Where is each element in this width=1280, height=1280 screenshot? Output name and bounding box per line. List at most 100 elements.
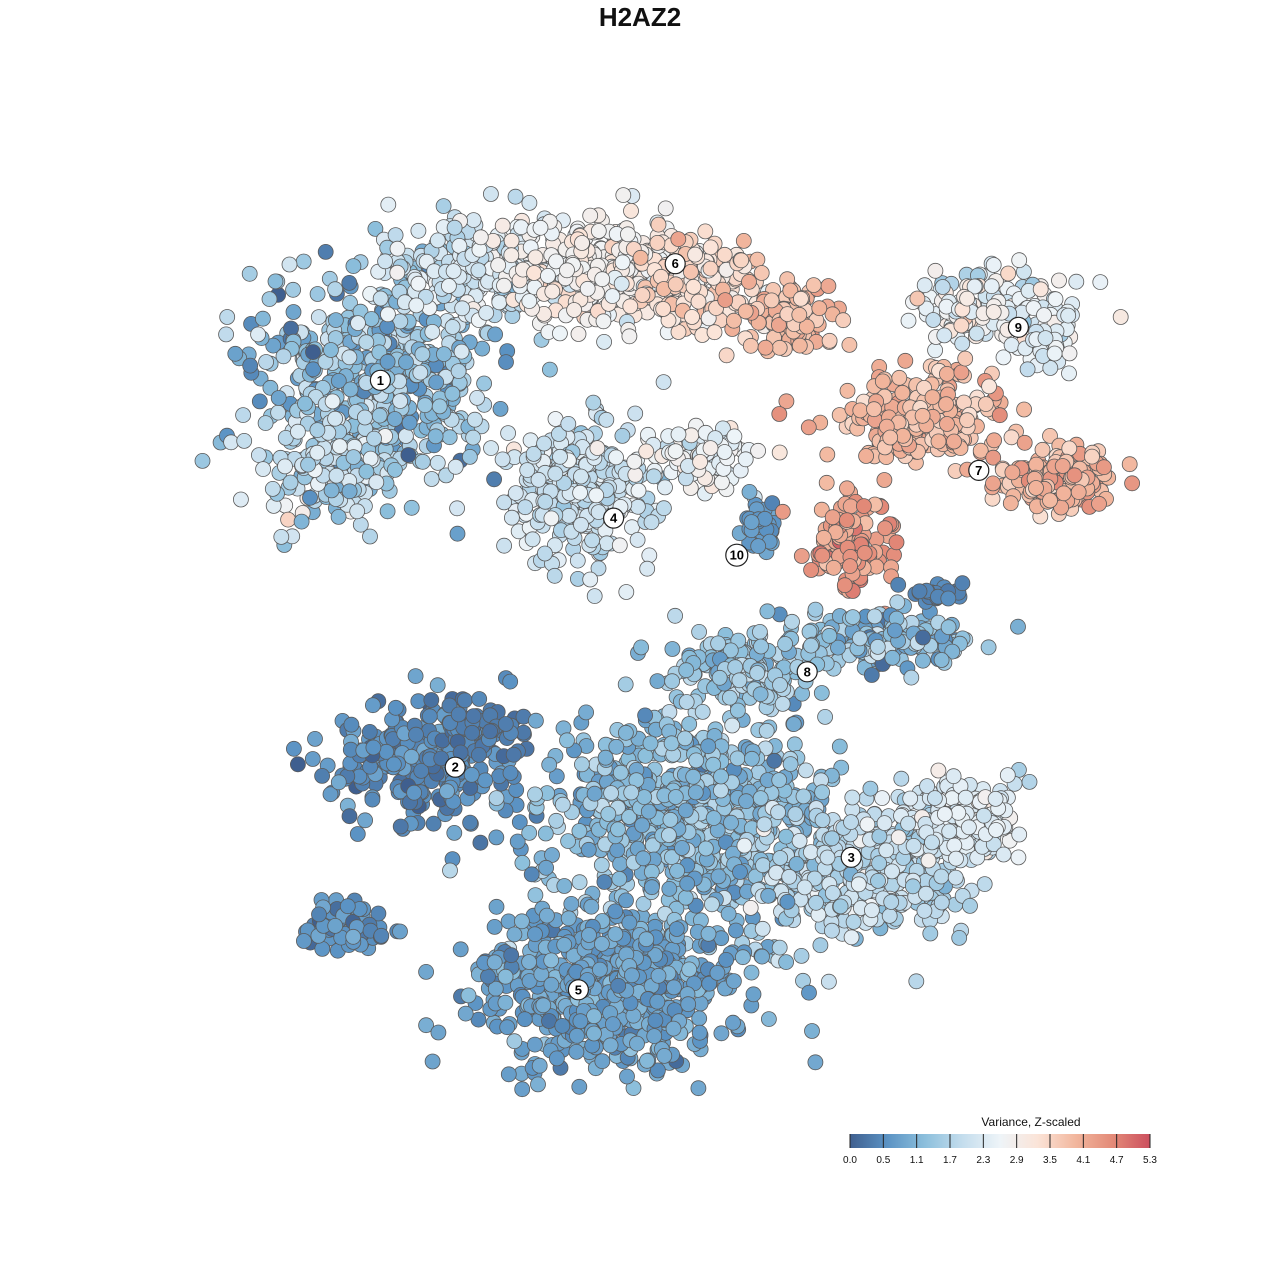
cell-point (820, 278, 837, 294)
cell-point (598, 535, 615, 552)
cell-point (909, 290, 926, 307)
cell-point (341, 274, 358, 291)
cell-point (771, 406, 788, 422)
cell-point (661, 827, 677, 843)
cell-point (824, 922, 840, 939)
cell-point (655, 301, 672, 317)
cell-point (597, 749, 614, 766)
cell-point (560, 833, 576, 849)
cell-point (527, 926, 543, 943)
cell-point (289, 423, 306, 440)
cell-point (738, 793, 754, 810)
cell-point (387, 699, 404, 716)
cell-point (277, 458, 293, 475)
cell-point (791, 337, 808, 354)
cell-point (914, 407, 931, 424)
cell-point (756, 816, 773, 833)
cell-point (697, 223, 714, 240)
cell-point (884, 649, 901, 666)
cell-point (850, 876, 867, 893)
cell-point (530, 471, 547, 488)
cell-point (522, 432, 539, 449)
cell-point (905, 838, 922, 854)
cell-point (866, 401, 882, 418)
cell-point (322, 342, 339, 358)
cell-point (392, 393, 409, 410)
cell-point (774, 503, 791, 520)
cell-point (726, 428, 743, 445)
cell-point (410, 275, 427, 292)
cell-point (1055, 485, 1072, 502)
cell-point (750, 538, 767, 554)
cell-point (590, 223, 607, 239)
cell-point (706, 324, 723, 341)
cell-point (713, 768, 729, 785)
cell-point (985, 257, 1002, 273)
cell-point (356, 409, 373, 426)
cell-point (1034, 441, 1051, 458)
cell-point (677, 730, 693, 747)
cell-point (920, 852, 937, 869)
cell-point (241, 265, 258, 282)
cell-point (844, 789, 861, 806)
cell-point (552, 448, 568, 465)
cell-point (897, 352, 914, 369)
cell-point (527, 249, 544, 266)
cell-point (503, 247, 520, 264)
cell-point (924, 389, 941, 406)
cell-point (911, 583, 928, 600)
cell-point (389, 240, 406, 257)
cell-point (285, 304, 302, 320)
cell-point (1124, 475, 1140, 492)
cell-point (934, 279, 951, 295)
cell-point (784, 613, 800, 630)
cell-point (623, 202, 639, 219)
cell-point (441, 429, 458, 446)
cell-point (513, 219, 529, 236)
cell-point (927, 342, 943, 359)
cell-point (685, 768, 702, 785)
cell-point (819, 849, 836, 866)
cell-point (933, 652, 950, 668)
cell-point (640, 803, 657, 820)
cell-point (328, 467, 345, 484)
cell-point (936, 327, 953, 344)
cell-point (814, 812, 831, 828)
cell-point (341, 483, 358, 500)
cell-point (282, 474, 299, 491)
cell-point (446, 825, 463, 841)
cell-point (314, 768, 331, 784)
cell-point (749, 251, 766, 268)
cell-point (559, 732, 575, 749)
cell-point (954, 575, 971, 592)
cell-point (585, 394, 602, 411)
cell-point (362, 528, 378, 545)
cell-point (1036, 307, 1052, 324)
cell-point (852, 630, 868, 647)
cell-point (948, 850, 964, 867)
cell-point (264, 480, 281, 497)
cell-point (930, 762, 947, 779)
cell-point (1084, 448, 1100, 465)
cell-point (803, 562, 819, 578)
cell-point (793, 948, 810, 964)
cell-point (753, 265, 770, 281)
cell-point (571, 874, 588, 891)
cell-point (1047, 291, 1064, 308)
cell-point (401, 414, 418, 431)
cell-point (798, 762, 814, 779)
cell-point (392, 818, 409, 835)
cell-point (423, 471, 440, 487)
cell-point (586, 588, 603, 604)
cell-point (235, 407, 252, 424)
cell-point (379, 503, 396, 520)
cell-point (250, 447, 267, 464)
cell-point (302, 489, 318, 506)
cell-point (341, 808, 358, 825)
cell-point (685, 278, 702, 295)
cell-point (466, 411, 483, 428)
cell-point (782, 756, 799, 772)
cell-point (612, 856, 628, 872)
cell-point (986, 432, 1002, 449)
cell-point (795, 788, 812, 805)
